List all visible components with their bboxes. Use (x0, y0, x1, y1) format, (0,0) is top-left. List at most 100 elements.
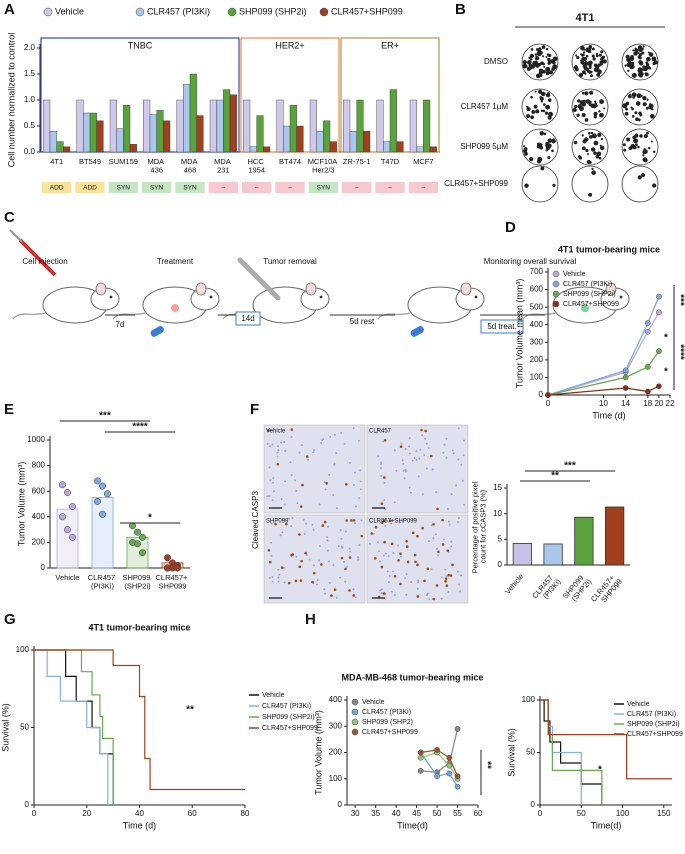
colony (540, 109, 544, 113)
nucleus (377, 428, 380, 431)
colony (653, 57, 657, 61)
bar (83, 112, 91, 153)
nucleus (335, 596, 338, 599)
bar (429, 146, 437, 153)
y-tick-label: 0 (539, 390, 544, 399)
colony (637, 52, 640, 55)
nucleus (393, 594, 396, 597)
y-tick-label: 0 (25, 800, 30, 809)
stain (344, 567, 347, 571)
data-point (104, 490, 111, 498)
colony (624, 64, 627, 67)
x-tick-label: 80 (241, 809, 250, 818)
data-point (174, 564, 181, 572)
syringe (9, 229, 23, 243)
nucleus (268, 576, 271, 579)
y-tick-label: 400 (530, 320, 544, 329)
nucleus (427, 540, 430, 543)
x-tick-label: 22 (666, 399, 675, 408)
panel-label: E (4, 401, 14, 418)
interaction-cell (175, 182, 205, 193)
bar (276, 99, 284, 153)
nucleus (305, 553, 308, 556)
stain (276, 462, 280, 466)
legend-label: Vehicle (55, 6, 84, 16)
bar (143, 99, 151, 153)
nucleus (432, 468, 435, 471)
chart-title: 4T1 tumor-bearing mice (88, 622, 190, 632)
nucleus (345, 565, 348, 568)
nucleus (380, 474, 383, 477)
syringe (18, 238, 57, 277)
pill (410, 326, 424, 337)
mouse (12, 282, 120, 324)
bar (574, 516, 594, 566)
colony (641, 51, 645, 55)
colony (588, 192, 593, 197)
stain (383, 540, 386, 544)
stain (399, 582, 402, 586)
nucleus (430, 524, 433, 527)
x-tick-label: 20 (82, 809, 91, 818)
nucleus (271, 580, 274, 583)
nucleus (380, 461, 383, 464)
nucleus (443, 443, 446, 446)
nucleus (388, 575, 391, 578)
dish (521, 165, 559, 203)
stain (441, 543, 445, 546)
nucleus (279, 534, 282, 537)
series-line (547, 312, 660, 396)
interaction-label: – (255, 185, 259, 192)
stain (374, 525, 378, 529)
nucleus (457, 427, 460, 430)
nucleus (404, 448, 407, 451)
colony (647, 51, 650, 54)
colony (588, 60, 593, 66)
colony (650, 140, 653, 143)
colony (627, 69, 630, 73)
nucleus (308, 558, 311, 561)
colony (550, 113, 553, 116)
colony (548, 53, 552, 58)
interaction-label: SYN (117, 185, 131, 192)
nucleus (278, 573, 281, 576)
colony (536, 159, 542, 164)
colony (575, 54, 578, 57)
y-tick-label: 300 (329, 721, 343, 730)
nucleus (290, 435, 293, 438)
stain (348, 556, 352, 559)
nucleus (425, 594, 428, 597)
bar (49, 130, 57, 153)
colony (581, 146, 586, 151)
nucleus (450, 540, 453, 543)
nucleus (276, 455, 279, 458)
colony (551, 149, 554, 153)
colony (599, 145, 605, 151)
colony (635, 117, 639, 122)
colony (598, 53, 602, 57)
y-tick-label: 300 (530, 337, 544, 346)
nucleus (296, 502, 299, 505)
interaction-label: ADD (83, 185, 97, 192)
nucleus (280, 441, 283, 444)
legend-swatch (43, 7, 53, 17)
nucleus (436, 547, 439, 550)
colony (592, 57, 596, 61)
colony (595, 65, 600, 69)
colony (547, 57, 551, 62)
colony (526, 107, 531, 112)
point (417, 768, 424, 774)
point (417, 754, 424, 761)
colony (635, 143, 638, 147)
point (656, 309, 662, 316)
colony (540, 146, 543, 150)
colony (598, 110, 601, 113)
interaction-cell (75, 182, 105, 193)
colony (644, 72, 648, 76)
stain (405, 545, 409, 548)
nucleus (276, 451, 279, 454)
stain (350, 519, 353, 522)
data-point (94, 497, 101, 505)
colony (545, 104, 551, 110)
colony (638, 111, 642, 115)
